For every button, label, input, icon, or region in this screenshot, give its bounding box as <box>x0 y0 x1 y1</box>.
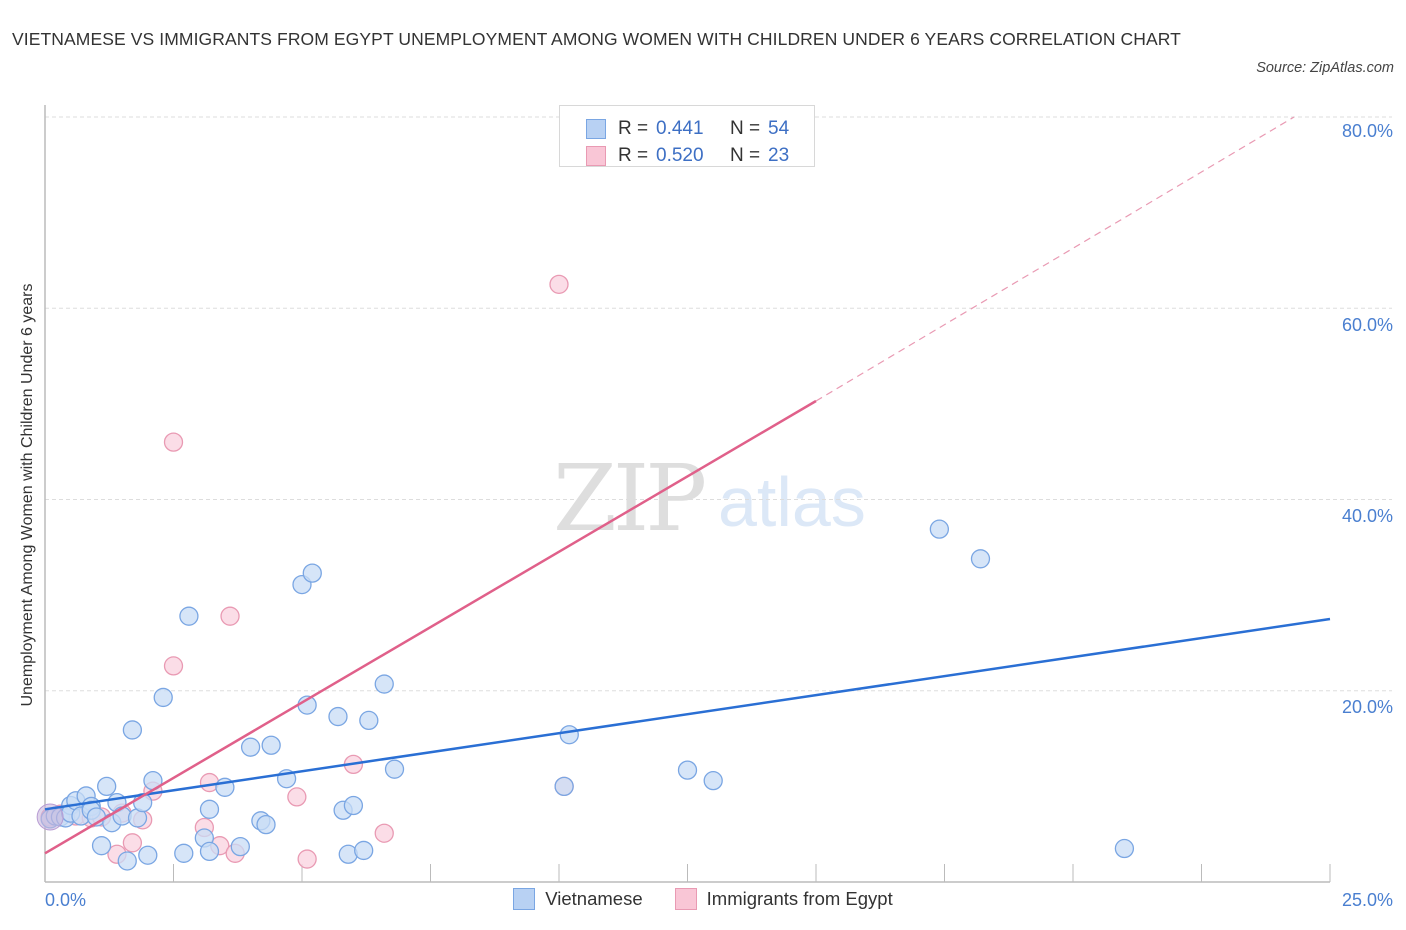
data-point <box>163 656 184 676</box>
r-value: 0.441 <box>656 118 704 139</box>
data-point <box>297 849 317 869</box>
n-label: N = <box>730 145 761 166</box>
vietnamese-swatch-icon <box>513 888 536 910</box>
y-tick-80: 80.0% <box>1341 121 1393 141</box>
data-point <box>256 814 276 835</box>
data-point <box>138 845 158 865</box>
data-point <box>240 737 261 757</box>
egypt-trend-line <box>44 399 817 855</box>
data-point <box>343 795 364 816</box>
vietnamese-swatch-icon <box>586 119 606 139</box>
data-point <box>554 776 574 797</box>
data-point <box>302 563 322 583</box>
data-point <box>230 836 250 857</box>
data-point <box>559 725 579 745</box>
n-value: 23 <box>768 145 790 166</box>
data-point-cluster <box>36 803 64 831</box>
data-point <box>163 432 184 452</box>
n-value: 54 <box>768 118 790 139</box>
stats-row-egypt: R = 0.520 N = 23 <box>586 143 789 169</box>
r-value: 0.520 <box>656 145 704 166</box>
y-axis-label: Unemployment Among Women with Children U… <box>19 283 36 707</box>
data-point <box>122 720 143 740</box>
stats-box: R = 0.441 N = 54 R = 0.520 N = 23 <box>559 105 815 167</box>
vietnamese-trend-line <box>44 617 1331 811</box>
watermark-zip: ZIP <box>553 445 707 552</box>
r-label: R = <box>618 118 649 139</box>
data-point <box>97 776 117 797</box>
data-point <box>549 274 569 294</box>
data-point <box>179 606 199 626</box>
data-point <box>677 760 698 780</box>
data-point <box>174 843 194 863</box>
data-point <box>929 519 950 539</box>
data-point <box>1114 838 1135 859</box>
data-point <box>359 710 379 731</box>
legend-label: Immigrants from Egypt <box>706 888 893 909</box>
egypt-swatch-icon <box>674 888 697 910</box>
data-point <box>287 787 307 807</box>
data-point <box>220 606 240 626</box>
r-label: R = <box>618 145 649 166</box>
n-label: N = <box>730 118 761 139</box>
data-point <box>122 833 143 853</box>
legend-label: Vietnamese <box>545 888 643 909</box>
y-tick-60: 60.0% <box>1341 315 1393 335</box>
data-point <box>384 759 405 779</box>
data-point <box>199 841 220 862</box>
source-label: Source: ZipAtlas.com <box>1256 60 1394 76</box>
x-tick-0: 0.0% <box>45 890 87 910</box>
data-point <box>328 706 348 727</box>
legend-item-vietnamese[interactable]: Vietnamese <box>513 888 643 910</box>
watermark-atlas: atlas <box>718 463 866 541</box>
data-point <box>117 851 137 871</box>
data-point <box>374 674 394 694</box>
chart-title: VIETNAMESE VS IMMIGRANTS FROM EGYPT UNEM… <box>12 29 1181 49</box>
data-point <box>261 735 281 755</box>
data-point <box>91 836 112 856</box>
data-point <box>970 549 991 569</box>
data-point <box>374 823 394 843</box>
legend: Vietnamese Immigrants from Egypt <box>0 888 1406 910</box>
egypt-swatch-icon <box>586 146 606 166</box>
data-point <box>703 770 723 791</box>
x-tick-25: 25.0% <box>1341 890 1393 910</box>
y-tick-40: 40.0% <box>1341 506 1393 526</box>
legend-item-egypt[interactable]: Immigrants from Egypt <box>674 888 893 910</box>
data-point <box>354 840 374 861</box>
data-point <box>199 799 220 819</box>
y-tick-20: 20.0% <box>1341 697 1393 717</box>
data-point <box>153 687 173 708</box>
egypt-trend-extension <box>815 116 1295 402</box>
stats-row-vietnamese: R = 0.441 N = 54 <box>586 116 789 142</box>
